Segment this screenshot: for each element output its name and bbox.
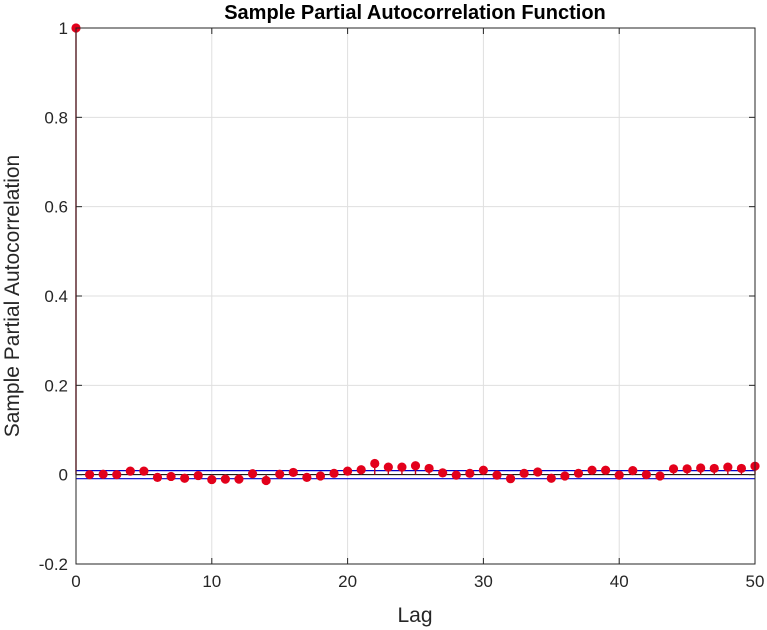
pacf-point xyxy=(383,462,393,472)
pacf-point xyxy=(736,463,747,474)
pacf-point xyxy=(275,469,285,479)
pacf-point xyxy=(505,474,516,484)
y-tick-label: 0.4 xyxy=(44,287,68,306)
pacf-point xyxy=(397,462,407,472)
pacf-point xyxy=(193,470,203,481)
pacf-point xyxy=(207,474,217,485)
pacf-point xyxy=(614,470,624,480)
pacf-point xyxy=(655,471,665,481)
pacf-point xyxy=(451,470,461,480)
y-tick-label: -0.2 xyxy=(39,555,68,574)
pacf-point xyxy=(519,468,529,478)
pacf-point xyxy=(356,465,366,475)
pacf-point xyxy=(261,475,271,486)
pacf-point xyxy=(410,461,421,471)
pacf-point xyxy=(560,471,570,481)
pacf-point xyxy=(709,463,719,474)
x-tick-label: 0 xyxy=(71,572,80,591)
pacf-point xyxy=(152,472,163,482)
pacf-point xyxy=(302,472,312,482)
pacf-point xyxy=(546,473,556,483)
pacf-point xyxy=(682,464,692,474)
pacf-point xyxy=(329,468,339,478)
pacf-point xyxy=(288,467,298,478)
y-tick-label: 0.8 xyxy=(44,108,68,127)
pacf-point xyxy=(465,468,475,478)
pacf-point xyxy=(370,458,380,469)
y-tick-label: 1 xyxy=(59,19,68,38)
x-tick-label: 40 xyxy=(610,572,629,591)
pacf-point xyxy=(98,469,108,479)
pacf-point xyxy=(220,474,230,484)
pacf-point xyxy=(84,470,95,480)
y-tick-label: 0.6 xyxy=(44,198,68,217)
pacf-point xyxy=(438,468,448,478)
pacf-point xyxy=(139,466,149,476)
pacf-point xyxy=(180,473,190,483)
x-axis-label: Lag xyxy=(397,604,432,627)
chart-title: Sample Partial Autocorrelation Function xyxy=(224,2,606,24)
pacf-point xyxy=(125,466,135,476)
x-tick-labels: 0 10 20 30 40 50 xyxy=(71,28,764,591)
x-tick-label: 50 xyxy=(746,572,765,591)
y-tick-label: 0 xyxy=(59,466,68,485)
pacf-point xyxy=(533,467,543,477)
pacf-point xyxy=(668,464,679,474)
pacf-point xyxy=(166,471,176,482)
pacf-point xyxy=(234,474,244,484)
pacf-point xyxy=(723,462,733,472)
pacf-point xyxy=(478,465,488,475)
pacf-point xyxy=(601,465,611,475)
x-tick-label: 30 xyxy=(474,572,493,591)
y-tick-labels: -0.2 0 0.2 0.4 0.6 0.8 1 xyxy=(39,19,755,574)
x-tick-label: 20 xyxy=(338,572,357,591)
pacf-point xyxy=(247,469,258,479)
pacf-point xyxy=(587,465,597,475)
y-axis-label: Sample Partial Autocorrelation xyxy=(1,155,24,438)
pacf-point xyxy=(112,470,122,480)
pacf-point xyxy=(573,468,584,478)
pacf-point xyxy=(492,470,502,480)
pacf-point xyxy=(343,466,353,476)
x-tick-label: 10 xyxy=(202,572,221,591)
markers xyxy=(71,23,760,486)
pacf-point xyxy=(696,463,706,473)
pacf-point xyxy=(628,466,638,476)
y-tick-label: 0.2 xyxy=(44,376,68,395)
pacf-point xyxy=(315,471,326,481)
pacf-point xyxy=(641,470,651,480)
pacf-point xyxy=(424,463,434,474)
